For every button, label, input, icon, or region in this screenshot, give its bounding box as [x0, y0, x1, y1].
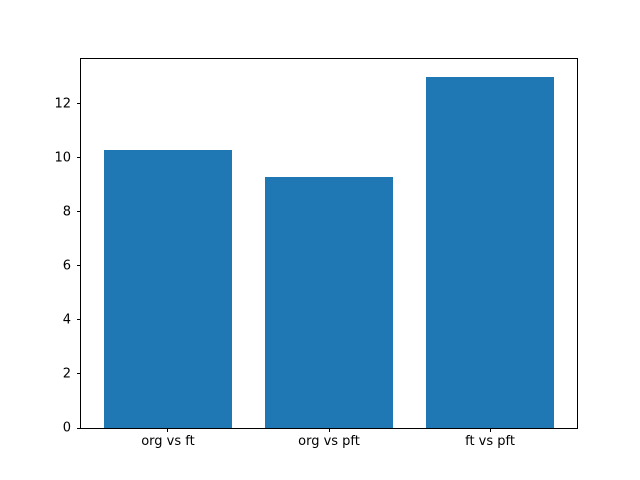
x-axis-tick-mark — [328, 428, 330, 432]
bar-org-vs-ft — [103, 149, 233, 428]
y-axis-tick-mark — [77, 157, 81, 159]
y-axis-tick-mark — [77, 427, 81, 429]
bar-org-vs-pft — [264, 176, 394, 428]
x-axis-category-label: org vs ft — [141, 434, 195, 449]
y-axis-tick-mark — [77, 373, 81, 375]
y-axis-tick-label: 10 — [54, 150, 71, 166]
y-axis-tick-label: 0 — [62, 420, 71, 436]
y-axis-tick-label: 2 — [62, 366, 71, 382]
y-axis-tick-label: 12 — [54, 96, 71, 112]
y-axis-tick-label: 6 — [62, 258, 71, 274]
y-axis-tick-mark — [77, 211, 81, 213]
x-axis-tick-mark — [489, 428, 491, 432]
plot-area: 0 2 4 6 8 10 12 org vs ft org vs pft ft vs pft — [54, 58, 578, 448]
y-axis-tick-label: 8 — [62, 204, 71, 220]
y-axis-tick-mark — [77, 265, 81, 267]
y-axis-tick-label: 4 — [62, 312, 71, 328]
y-axis-tick-mark — [77, 319, 81, 321]
x-axis-category-label: ft vs pft — [465, 434, 515, 449]
x-axis-category-label: org vs pft — [298, 434, 360, 449]
y-axis-tick-mark — [77, 103, 81, 105]
bar-ft-vs-pft — [425, 76, 555, 428]
x-axis-tick-mark — [167, 428, 169, 432]
